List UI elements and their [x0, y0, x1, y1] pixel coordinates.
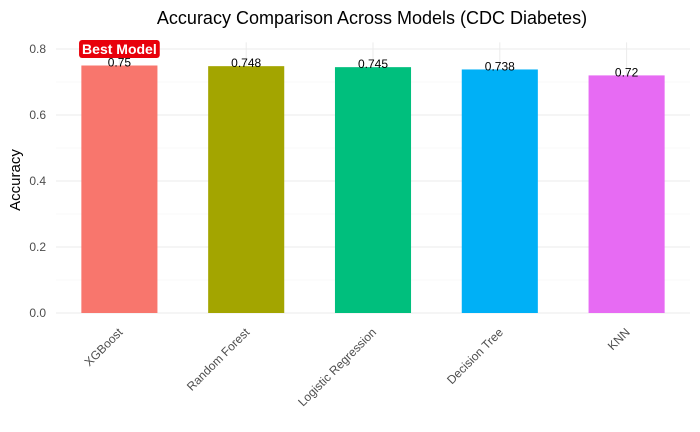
bar	[588, 75, 665, 314]
bar	[208, 66, 285, 313]
data-label: 0.75	[108, 56, 132, 70]
y-tick-label: 0.0	[29, 306, 46, 320]
bar	[461, 69, 538, 314]
annotation-badge	[79, 40, 160, 58]
bars	[81, 65, 665, 314]
chart-title: Accuracy Comparison Across Models (CDC D…	[157, 8, 587, 28]
y-axis-ticks: 0.0 0.2 0.4 0.6 0.8	[29, 42, 46, 320]
data-label: 0.72	[615, 65, 639, 79]
x-axis-ticks: XGBoost Random Forest Logistic Regression D…	[82, 325, 633, 409]
annotation: Best Model	[79, 40, 160, 58]
y-tick-label: 0.8	[29, 42, 46, 56]
x-tick-label: XGBoost	[82, 325, 126, 369]
data-labels: 0.75 0.748 0.745 0.738 0.72	[108, 56, 639, 80]
y-tick-label: 0.2	[29, 240, 46, 254]
x-tick-label: KNN	[605, 325, 633, 353]
bar	[81, 65, 158, 313]
data-label: 0.748	[231, 56, 261, 70]
y-axis-label: Accuracy	[7, 149, 24, 211]
data-label: 0.745	[358, 57, 388, 71]
data-label: 0.738	[485, 59, 515, 73]
x-tick-label: Logistic Regression	[295, 325, 379, 409]
x-tick-label: Decision Tree	[444, 325, 506, 387]
annotation-label: Best Model	[82, 41, 157, 57]
y-tick-label: 0.6	[29, 108, 46, 122]
x-tick-label: Random Forest	[184, 325, 253, 394]
y-tick-label: 0.4	[29, 174, 46, 188]
bar	[334, 67, 412, 314]
